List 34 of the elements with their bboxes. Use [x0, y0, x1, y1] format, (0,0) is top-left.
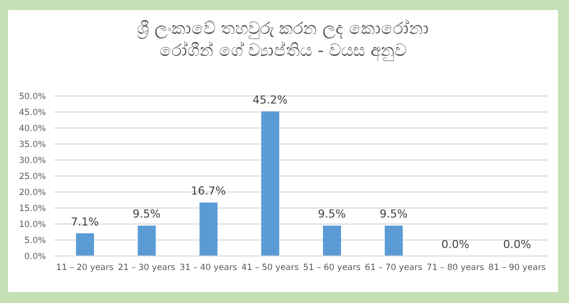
bar	[138, 226, 156, 256]
x-tick-label: 81 – 90 years	[488, 263, 546, 274]
x-tick-label: 61 – 70 years	[364, 263, 423, 274]
x-tick-label: 21 – 30 years	[118, 263, 176, 274]
y-tick-label: 50.0%	[18, 92, 46, 102]
data-label: 9.5%	[318, 208, 346, 221]
y-tick-label: 15.0%	[18, 204, 46, 214]
data-label: 0.0%	[503, 238, 532, 251]
x-tick-label: 71 – 80 years	[426, 263, 485, 274]
data-label: 45.2%	[252, 93, 288, 106]
y-tick-label: 25.0%	[18, 172, 46, 182]
data-label: 9.5%	[380, 208, 408, 221]
bar	[323, 226, 341, 256]
data-label: 16.7%	[190, 184, 226, 198]
chart-title: ශ්‍රී ලංකාවේ තහවුරු කරන ලද කොරෝනා රෝගීන් ගේ ව්‍යාප්තිය - වයස අනුව	[136, 18, 430, 62]
x-tick-label: 41 – 50 years	[241, 263, 300, 274]
y-tick-label: 35.0%	[18, 140, 46, 150]
x-tick-label: 31 – 40 years	[180, 263, 238, 274]
y-tick-label: 0.0%	[24, 252, 46, 262]
y-tick-label: 40.0%	[18, 124, 46, 134]
bar	[200, 202, 218, 256]
bar	[384, 226, 403, 256]
y-tick-label: 45.0%	[18, 108, 46, 118]
bar	[261, 111, 280, 256]
x-tick-label: 51 – 60 years	[303, 263, 362, 274]
y-tick-label: 10.0%	[18, 220, 46, 230]
data-label: 9.5%	[132, 208, 161, 221]
bar	[76, 233, 94, 256]
y-tick-label: 20.0%	[18, 188, 46, 198]
data-label: 7.1%	[70, 215, 99, 228]
y-tick-label: 5.0%	[24, 236, 46, 246]
data-label: 0.0%	[441, 238, 470, 251]
y-tick-label: 30.0%	[18, 156, 46, 166]
x-tick-label: 11 – 20 years	[56, 263, 114, 274]
